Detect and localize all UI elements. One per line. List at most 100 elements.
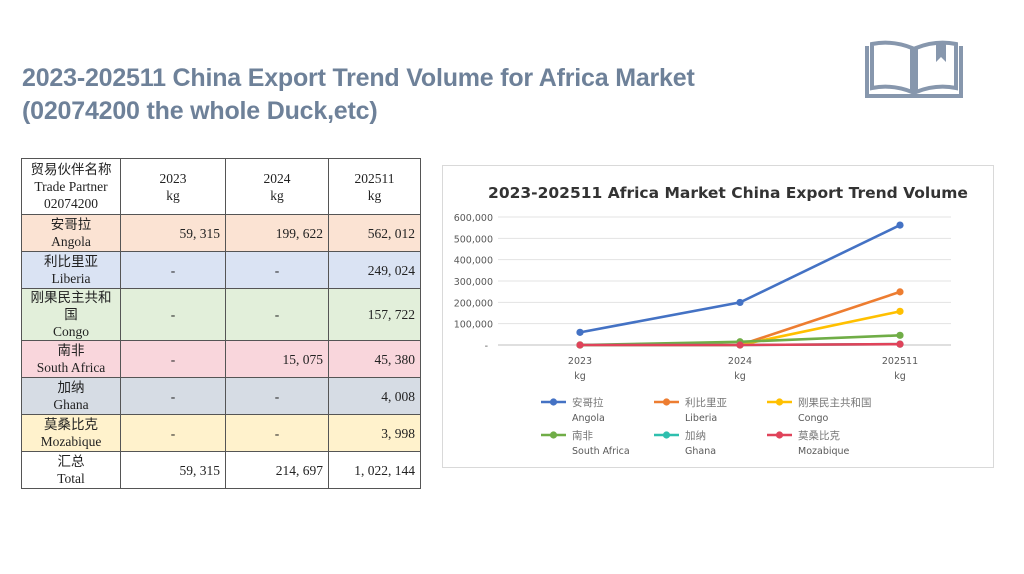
partner-cell: 南非 South Africa [21, 340, 121, 378]
value-cell: - [225, 288, 329, 341]
table-row: 莫桑比克 Mozabique - -3, 998 [21, 414, 421, 452]
title-line-2: (02074200 the whole Duck,etc) [22, 97, 378, 125]
table-row: 刚果民主共和国 Congo - -157, 722 [21, 288, 421, 341]
x-tick-unit: kg [574, 371, 586, 382]
header-partner-en: Trade Partner [34, 179, 108, 194]
value-cell: - [120, 414, 226, 452]
value-cell: 59, 315 [120, 214, 226, 252]
x-tick-label: 202511 [882, 356, 918, 367]
data-point [736, 341, 744, 349]
header-partner: 贸易伙伴名称 Trade Partner 02074200 [21, 158, 121, 215]
header-unit: kg [166, 187, 180, 203]
data-point [736, 298, 744, 307]
y-tick-label: 600,000 [454, 213, 493, 224]
header-202511: 202511 kg [328, 158, 421, 215]
header-year: 2024 [263, 170, 291, 186]
slide-title: 2023-202511 China Export Trend Volume fo… [22, 62, 695, 128]
x-tick-label: 2023 [568, 356, 592, 367]
table-row: 加纳 Ghana - -4, 008 [21, 377, 421, 415]
header-year: 2023 [159, 170, 187, 186]
partner-cell: 安哥拉 Angola [21, 214, 121, 252]
data-point [896, 288, 904, 296]
data-point [576, 328, 584, 336]
header-year: 202511 [354, 170, 395, 186]
value-cell: 15, 075 [225, 340, 329, 378]
partner-cn: 汇总 [57, 454, 85, 469]
data-point [896, 307, 904, 315]
legend-marker [662, 431, 671, 439]
legend-marker [549, 431, 558, 439]
value-cell: 3, 998 [328, 414, 421, 452]
y-tick-label: 500,000 [454, 234, 493, 245]
value-cell: - [225, 251, 329, 289]
value-cell: 562, 012 [328, 214, 421, 252]
y-tick-label: - [485, 341, 488, 352]
x-tick-label: 2024 [728, 356, 752, 367]
partner-cn: 加纳 [57, 380, 85, 395]
trade-table: 贸易伙伴名称 Trade Partner 02074200 2023 kg 202… [21, 158, 421, 489]
header-unit: kg [270, 187, 284, 203]
value-cell: 249, 024 [328, 251, 421, 289]
legend-marker [662, 398, 671, 406]
table-row: 汇总 Total 59, 315 214, 697 1, 022, 144 [21, 451, 421, 489]
value-cell: 45, 380 [328, 340, 421, 378]
value-cell: 214, 697 [225, 451, 329, 489]
table-row: 安哥拉 Angola 59, 315 199, 622 562, 012 [21, 214, 421, 252]
table-row: 利比里亚 Liberia - -249, 024 [21, 251, 421, 289]
header-partner-code: 02074200 [44, 196, 98, 211]
partner-cell: 加纳 Ghana [21, 377, 121, 415]
x-tick-unit: kg [894, 371, 906, 382]
partner-cn: 莫桑比克 [44, 417, 98, 432]
partner-en: Congo [52, 324, 89, 339]
partner-cn: 利比里亚 [44, 254, 98, 269]
y-tick-label: 100,000 [454, 320, 493, 331]
data-point [896, 221, 904, 229]
open-book-icon [865, 40, 963, 98]
legend-label-en: South Africa [572, 446, 630, 457]
partner-en: Angola [51, 234, 91, 249]
partner-cell: 莫桑比克 Mozabique [21, 414, 121, 452]
legend-marker [775, 431, 784, 439]
y-tick-label: 300,000 [454, 277, 493, 288]
partner-cn: 安哥拉 [50, 217, 92, 232]
partner-en: Total [57, 471, 85, 486]
value-cell: 199, 622 [225, 214, 329, 252]
legend-label-en: Angola [572, 413, 605, 424]
partner-en: Liberia [51, 271, 91, 286]
legend-label-cn: 安哥拉 [572, 396, 604, 409]
legend-label-en: Mozabique [798, 446, 850, 457]
value-cell: - [120, 288, 226, 341]
header-2024: 2024 kg [225, 158, 329, 215]
header-partner-cn: 贸易伙伴名称 [30, 162, 112, 177]
y-tick-label: 400,000 [454, 256, 493, 267]
partner-cell: 利比里亚 Liberia [21, 251, 121, 289]
legend-label-en: Ghana [685, 446, 716, 457]
title-line-1: 2023-202511 China Export Trend Volume fo… [22, 64, 695, 92]
data-point [896, 331, 904, 339]
value-cell: 157, 722 [328, 288, 421, 341]
value-cell: - [225, 414, 329, 452]
partner-en: Ghana [53, 397, 89, 412]
legend-marker [549, 398, 558, 406]
partner-cn: 南非 [57, 343, 85, 358]
line-chart: 2023-202511 Africa Market China Export T… [454, 184, 968, 457]
data-point [896, 340, 904, 348]
data-point [576, 341, 584, 349]
partner-en: South Africa [36, 360, 106, 375]
legend-marker [775, 398, 784, 406]
partner-cell: 刚果民主共和国 Congo [21, 288, 121, 341]
table-header-row: 贸易伙伴名称 Trade Partner 02074200 2023 kg 202… [21, 158, 421, 215]
header-unit: kg [367, 187, 382, 203]
legend-label-cn: 南非 [572, 429, 593, 442]
legend-label-cn: 刚果民主共和国 [798, 397, 872, 409]
series-line-angola [579, 223, 901, 334]
value-cell: - [120, 251, 226, 289]
chart-container: 2023-202511 Africa Market China Export T… [442, 165, 994, 468]
value-cell: - [225, 377, 329, 415]
value-cell: - [120, 340, 226, 378]
legend-label-cn: 利比里亚 [685, 396, 727, 409]
header-2023: 2023 kg [120, 158, 226, 215]
chart-title: 2023-202511 Africa Market China Export T… [488, 184, 968, 202]
value-cell: 1, 022, 144 [328, 451, 421, 489]
value-cell: 59, 315 [120, 451, 226, 489]
